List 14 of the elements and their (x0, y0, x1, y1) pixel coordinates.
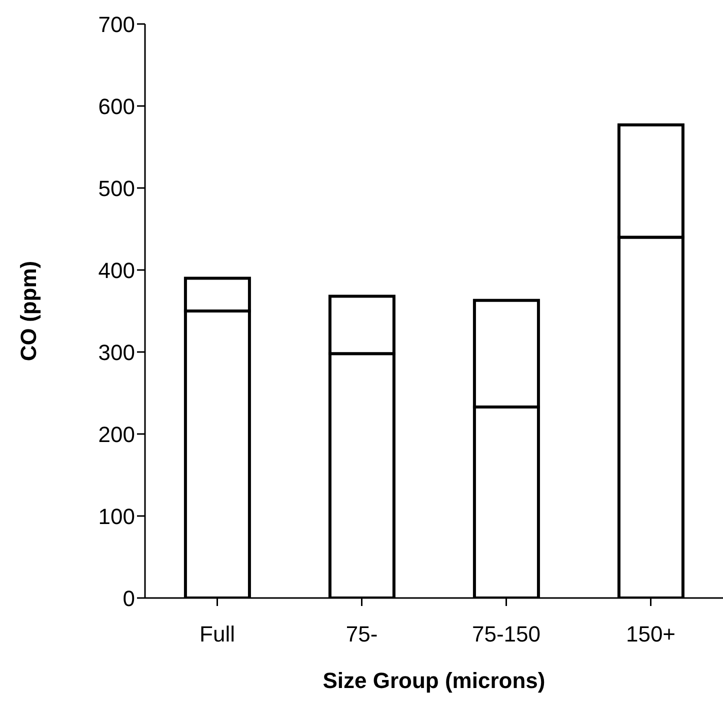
y-axis-title: CO (ppm) (16, 260, 41, 362)
y-tick-label: 200 (98, 422, 135, 447)
x-tick-label: 75-150 (472, 622, 541, 647)
x-tick-label: Full (200, 622, 235, 647)
y-tick-label: 500 (98, 176, 135, 201)
y-tick-label: 400 (98, 258, 135, 283)
x-tick-label: 75- (346, 622, 378, 647)
y-tick-label: 0 (122, 586, 135, 611)
y-tick-label: 700 (98, 12, 135, 37)
x-axis-title: Size Group (microns) (322, 668, 546, 693)
x-tick-label: 150+ (626, 622, 676, 647)
y-tick-label: 300 (98, 340, 135, 365)
y-tick-label: 600 (98, 94, 135, 119)
y-tick-label: 100 (98, 504, 135, 529)
